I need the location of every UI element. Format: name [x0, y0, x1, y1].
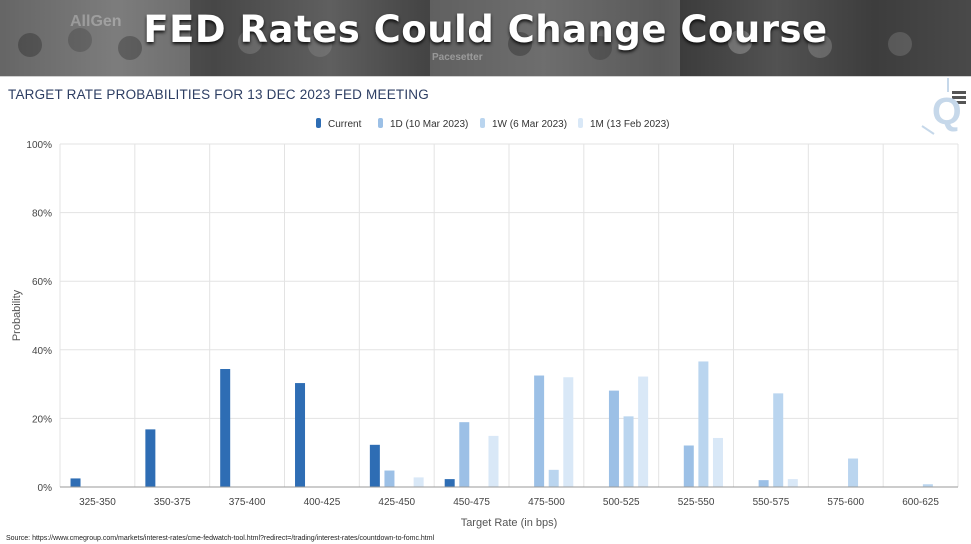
- y-axis-label: Probability: [11, 289, 23, 341]
- legend-label: 1D (10 Mar 2023): [390, 119, 468, 130]
- bar-1-475-500: [534, 375, 545, 487]
- legend-swatch: [316, 118, 321, 128]
- bar-2-500-525: [623, 416, 634, 487]
- legend-swatch: [378, 118, 383, 128]
- bar-2-525-550: [698, 361, 709, 487]
- legend-label: 1W (6 Mar 2023): [492, 119, 567, 130]
- chart-grid: [59, 143, 959, 488]
- bar-0-350-375: [145, 429, 156, 487]
- bar-3-525-550: [712, 437, 723, 487]
- y-tick-label: 20%: [32, 414, 52, 425]
- legend-swatch: [578, 118, 583, 128]
- bar-2-600-625: [922, 484, 933, 487]
- x-tick-label: 375-400: [229, 497, 266, 508]
- x-axis-label: Target Rate (in bps): [461, 517, 558, 529]
- x-tick-label: 550-575: [753, 497, 790, 508]
- x-tick-label: 325-350: [79, 497, 116, 508]
- y-tick-label: 0%: [38, 483, 53, 494]
- source-note: Source: https://www.cmegroup.com/markets…: [6, 535, 435, 542]
- header-banner: AllGen Pacesetter FED Rates Could Change…: [0, 0, 971, 76]
- legend-swatch: [480, 118, 485, 128]
- bar-0-375-400: [220, 369, 231, 487]
- bar-1-425-450: [384, 470, 395, 487]
- bar-3-550-575: [787, 479, 798, 487]
- bar-0-400-425: [295, 383, 306, 487]
- x-tick-label: 600-625: [902, 497, 939, 508]
- banner-logo-text-allgen: AllGen: [70, 13, 122, 30]
- probability-bar-chart: Current 1D (10 Mar 2023) 1W (6 Mar 2023) 1M…: [11, 118, 959, 529]
- x-tick-label: 575-600: [827, 497, 864, 508]
- bar-3-425-450: [413, 477, 424, 487]
- x-tick-label: 475-500: [528, 497, 565, 508]
- bar-1-450-475: [459, 422, 470, 487]
- chart-panel: TARGET RATE PROBABILITIES FOR 13 DEC 202…: [0, 76, 971, 535]
- legend-label: Current: [328, 119, 362, 130]
- bar-0-425-450: [369, 444, 380, 487]
- x-tick-label: 450-475: [453, 497, 490, 508]
- bar-1-550-575: [758, 480, 769, 487]
- bar-2-575-600: [848, 458, 859, 487]
- x-tick-label: 500-525: [603, 497, 640, 508]
- legend-label: 1M (13 Feb 2023): [590, 119, 670, 130]
- chart-bars: [70, 361, 933, 487]
- banner-logo-text-pacesetter: Pacesetter: [432, 52, 483, 63]
- bar-0-450-475: [444, 479, 455, 487]
- bar-1-500-525: [608, 390, 619, 487]
- bar-2-475-500: [548, 469, 559, 487]
- x-tick-label: 425-450: [378, 497, 415, 508]
- hamburger-icon: [952, 91, 966, 94]
- chart-title: TARGET RATE PROBABILITIES FOR 13 DEC 202…: [8, 87, 429, 102]
- bar-2-550-575: [773, 393, 784, 487]
- y-tick-label: 80%: [32, 209, 52, 220]
- svg-text:Q: Q: [932, 91, 960, 133]
- chart-axes: 0% 20% 40% 60% 80% 100% 325-350 350-375 375-400 4…: [11, 140, 958, 529]
- banner-photo-strip: AllGen Pacesetter: [0, 0, 971, 76]
- y-tick-label: 100%: [26, 140, 52, 151]
- y-tick-label: 40%: [32, 346, 52, 357]
- chart-legend: Current 1D (10 Mar 2023) 1W (6 Mar 2023) 1M…: [316, 118, 670, 130]
- bar-1-525-550: [683, 445, 694, 487]
- bar-3-450-475: [488, 435, 499, 487]
- chart-menu-button[interactable]: [952, 91, 966, 105]
- bar-0-325-350: [70, 478, 81, 487]
- x-tick-label: 525-550: [678, 497, 715, 508]
- q-logo-icon: Q: [921, 78, 960, 135]
- bar-3-475-500: [563, 377, 574, 487]
- x-tick-label: 350-375: [154, 497, 191, 508]
- banner-title: FED Rates Could Change Course: [143, 8, 828, 51]
- y-tick-label: 60%: [32, 277, 52, 288]
- bar-3-500-525: [638, 376, 649, 487]
- x-tick-label: 400-425: [304, 497, 341, 508]
